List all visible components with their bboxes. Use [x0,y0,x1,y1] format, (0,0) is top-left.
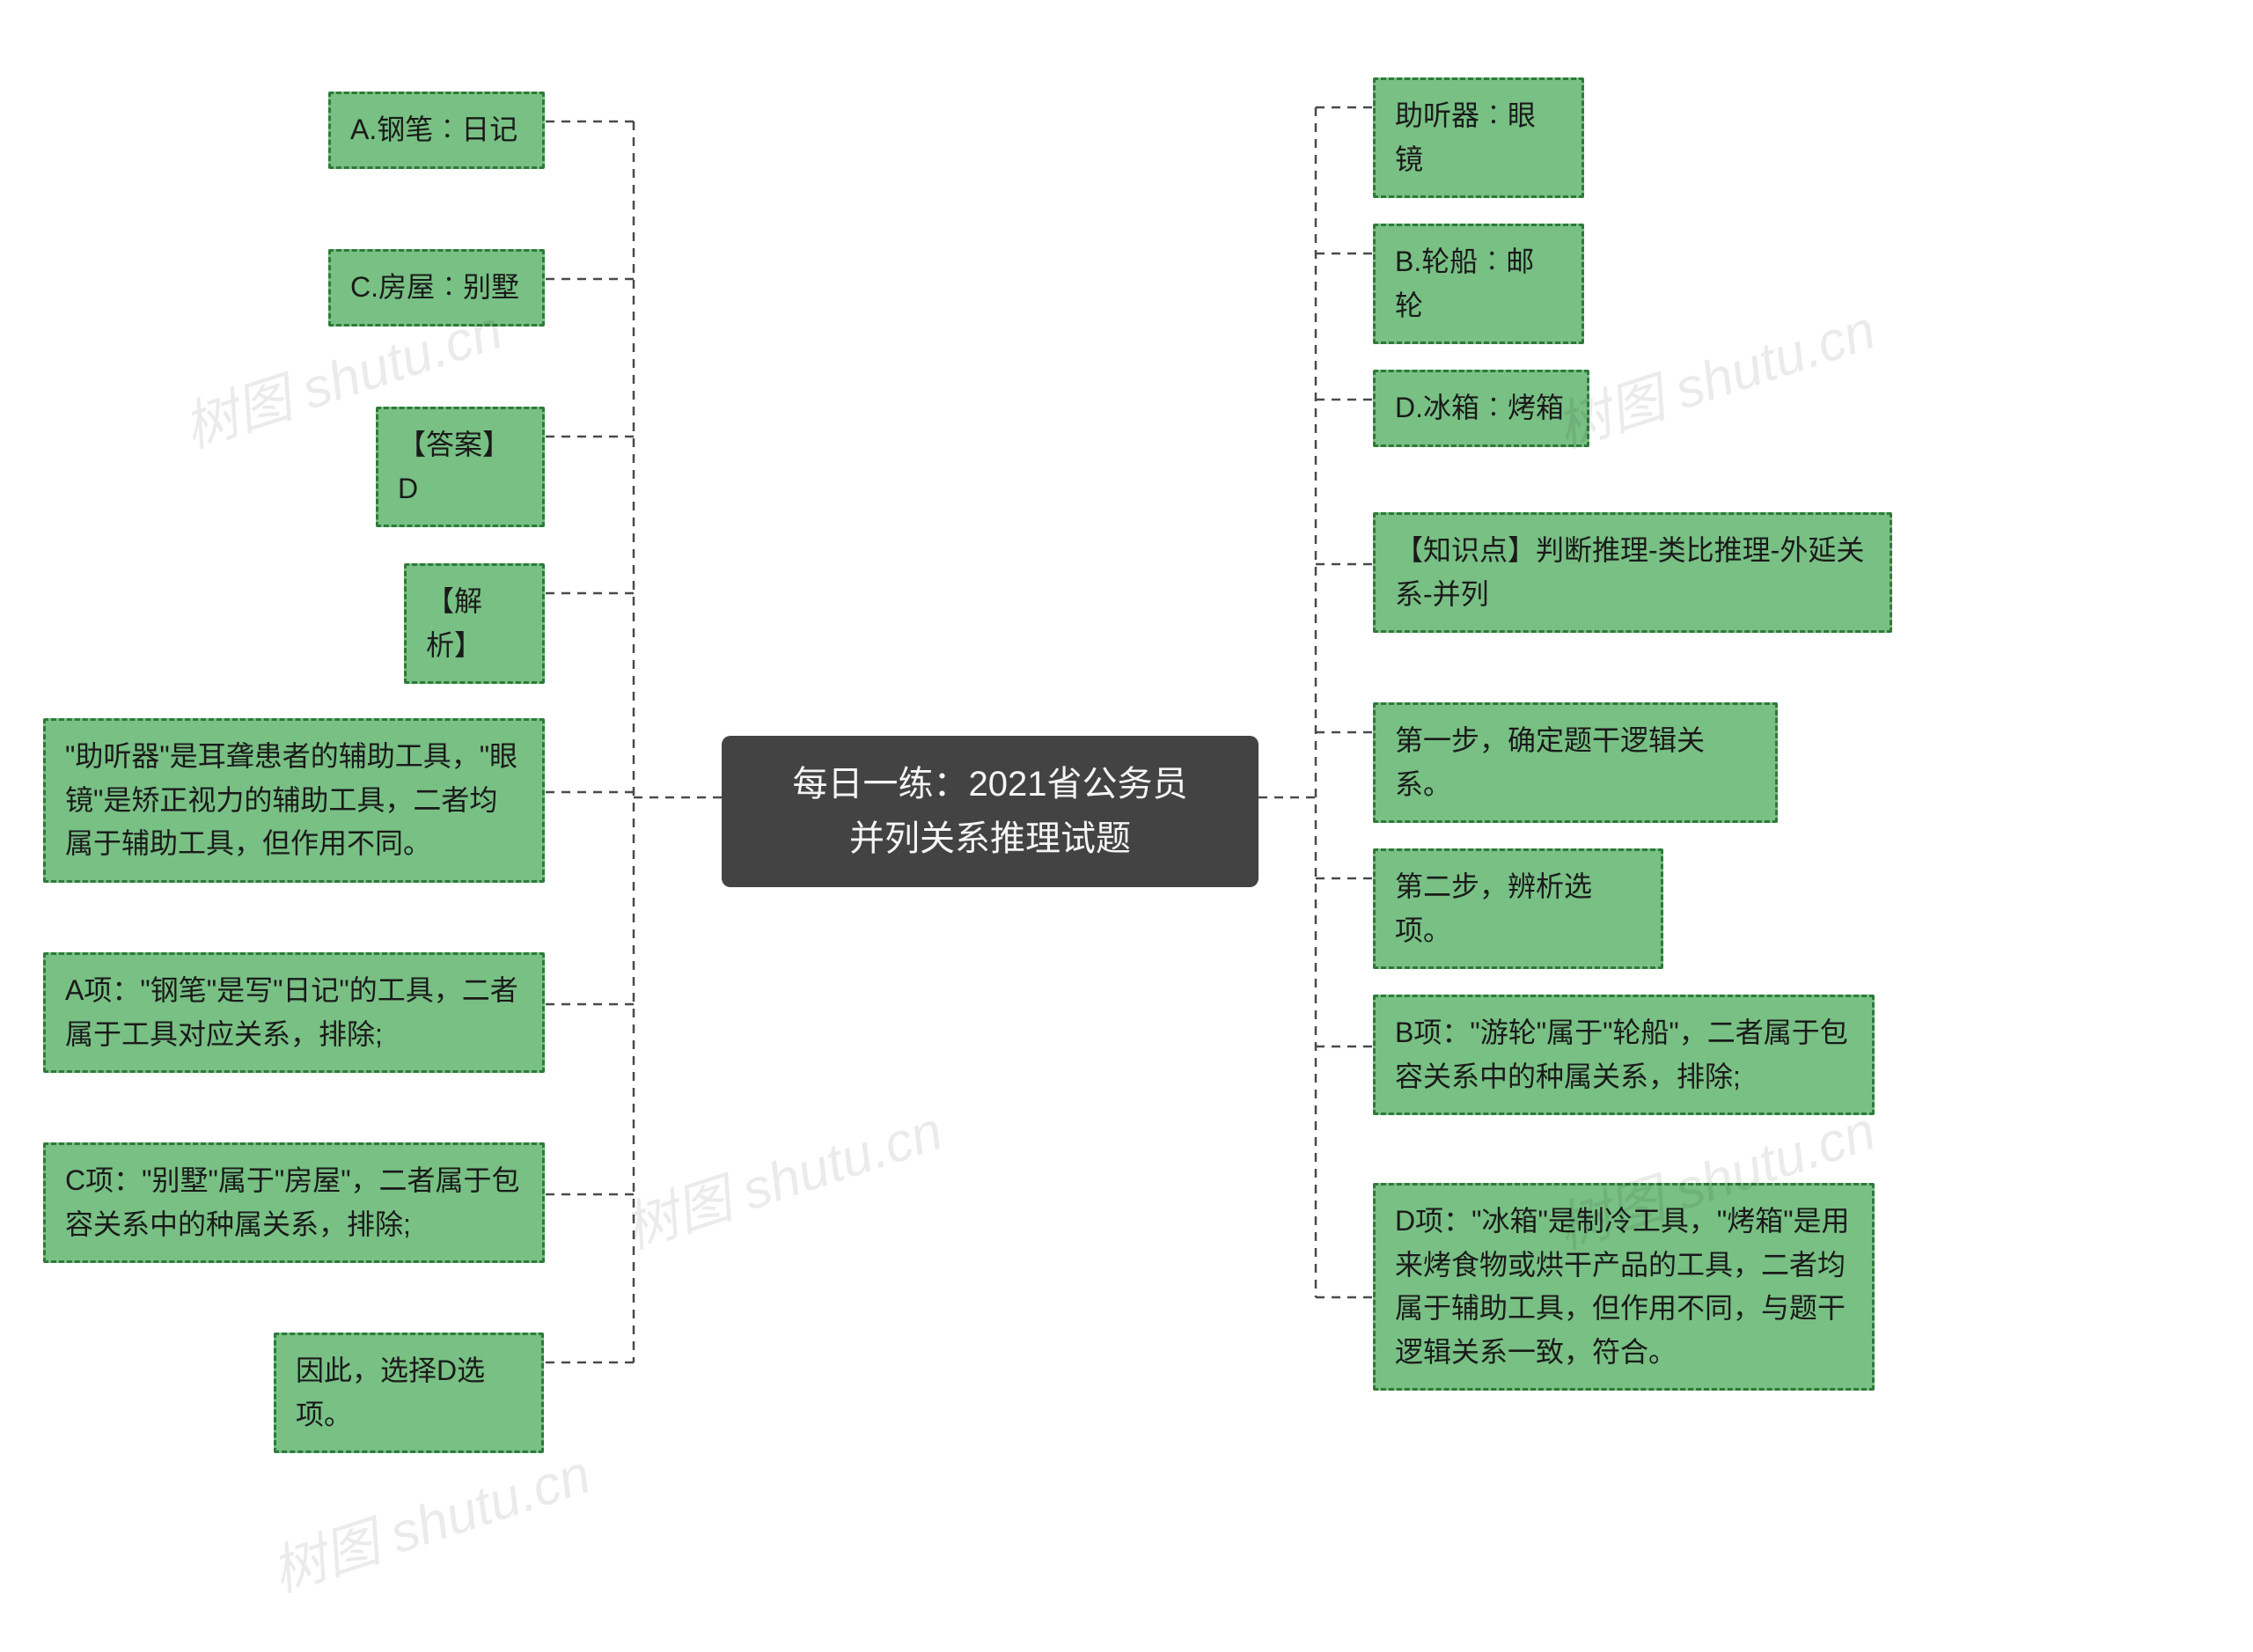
left-node-l7: 因此，选择D选项。 [274,1333,544,1453]
right-node-r3: 【知识点】判断推理-类比推理-外延关系-并列 [1373,512,1892,633]
left-node-l6: C项："别墅"属于"房屋"，二者属于包容关系中的种属关系，排除; [43,1142,545,1263]
center-node: 每日一练：2021省公务员 并列关系推理试题 [722,736,1259,887]
right-node-r1: B.轮船︰邮轮 [1373,224,1584,344]
center-line1: 每日一练：2021省公务员 [793,765,1188,804]
right-node-r4: 第一步，确定题干逻辑关系。 [1373,702,1778,823]
left-node-l5: A项："钢笔"是写"日记"的工具，二者属于工具对应关系，排除; [43,952,545,1073]
mindmap-canvas: 每日一练：2021省公务员 并列关系推理试题 助听器︰眼镜 B.轮船︰邮轮 D.冰箱… [0,0,2253,1652]
watermark-4: 树图 shutu.cn [260,1429,598,1607]
right-node-r6: B项："游轮"属于"轮船"，二者属于包容关系中的种属关系，排除; [1373,995,1875,1115]
right-node-r5: 第二步，辨析选项。 [1373,848,1663,969]
left-node-l1: C.房屋︰别墅 [328,249,545,327]
left-node-l2: 【答案】D [376,407,545,527]
watermark-2: 树图 shutu.cn [612,1086,950,1264]
right-node-r7: D项："冰箱"是制冷工具，"烤箱"是用来烤食物或烘干产品的工具，二者均属于辅助工… [1373,1183,1875,1391]
left-node-l0: A.钢笔︰日记 [328,92,545,169]
center-line2: 并列关系推理试题 [849,819,1131,858]
left-node-l3: 【解析】 [404,563,545,684]
watermark-1: 树图 shutu.cn [1545,285,1883,463]
right-node-r2: D.冰箱︰烤箱 [1373,370,1589,447]
left-node-l4: "助听器"是耳聋患者的辅助工具，"眼镜"是矫正视力的辅助工具，二者均属于辅助工具… [43,718,545,883]
right-node-r0: 助听器︰眼镜 [1373,77,1584,198]
